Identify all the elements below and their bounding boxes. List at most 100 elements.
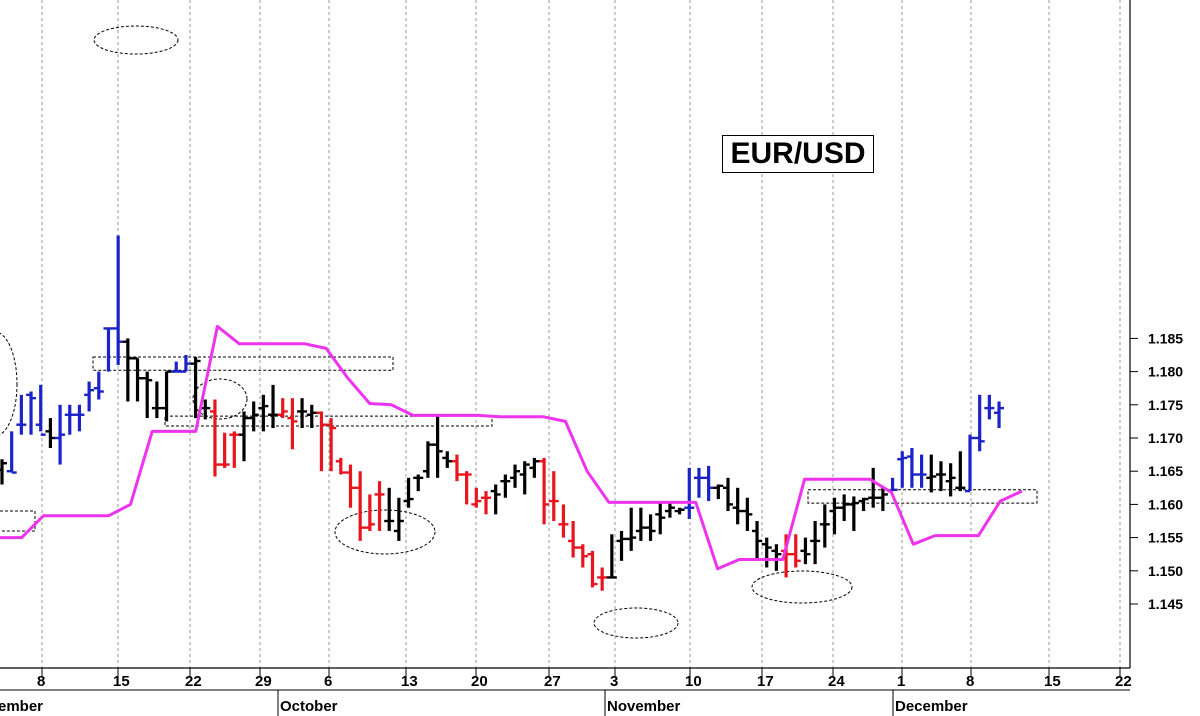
ohlc-bar — [113, 235, 124, 365]
ohlc-bar — [45, 418, 56, 448]
ohlc-bar — [984, 394, 995, 420]
ohlc-bar — [906, 447, 917, 488]
ohlc-bar — [481, 491, 491, 515]
ohlc-bar — [684, 467, 695, 520]
ohlc-bar — [945, 463, 956, 497]
month-label: ember — [0, 698, 43, 715]
ohlc-bar — [500, 474, 511, 498]
ohlc-bar — [597, 567, 608, 591]
chart-annotations — [0, 25, 1038, 639]
ohlc-bar — [74, 404, 85, 432]
ohlc-bar — [64, 404, 75, 435]
ohlc-bar — [229, 431, 240, 468]
x-tick-label: 22 — [185, 673, 202, 690]
x-tick-label: 8 — [966, 673, 974, 690]
ohlc-bar — [55, 404, 66, 465]
ohlc-bar — [674, 507, 685, 515]
ohlc-bar — [403, 477, 414, 508]
x-tick-label: 3 — [610, 673, 618, 690]
ohlc-bar — [519, 461, 530, 495]
ohlc-bar — [16, 394, 27, 435]
ohlc-bar — [219, 432, 230, 468]
ohlc-bar — [287, 398, 298, 450]
x-tick-label: 29 — [255, 673, 272, 690]
annotation-rectangle — [164, 415, 493, 427]
x-tick-label: 13 — [401, 673, 418, 690]
chart-grid — [41, 0, 1121, 668]
x-tick-label: 20 — [471, 673, 488, 690]
ohlc-bar — [577, 544, 588, 568]
ohlc-bar — [277, 398, 288, 419]
ohlc-bar — [461, 471, 472, 505]
month-label: October — [280, 698, 338, 715]
annotation-ellipse — [593, 607, 679, 639]
ohlc-bar — [364, 494, 375, 531]
ohlc-bar — [897, 451, 908, 488]
ohlc-bar — [0, 459, 7, 485]
ohlc-bar — [994, 401, 1005, 429]
ohlc-bar — [752, 521, 763, 561]
ohlc-bar — [693, 467, 704, 498]
ohlc-bar — [616, 530, 627, 561]
ohlc-bar — [848, 496, 859, 531]
ohlc-bar — [635, 507, 646, 541]
ohlc-bar — [645, 514, 656, 541]
x-tick-label: 17 — [757, 673, 774, 690]
ohlc-bar — [790, 534, 801, 568]
ohlc-bar — [335, 457, 346, 475]
ohlc-bar — [916, 454, 927, 488]
ohlc-bar — [151, 381, 162, 419]
ohlc-bar — [810, 521, 821, 565]
chart-title: EUR/USD — [722, 135, 874, 173]
ohlc-bar — [761, 537, 772, 568]
y-tick-label: 1.180 — [1148, 364, 1183, 380]
ohlc-bar — [471, 487, 482, 508]
ohlc-bar — [974, 394, 985, 452]
ohlc-bar — [800, 537, 811, 565]
ohlc-bar — [413, 474, 424, 492]
y-tick-label: 1.155 — [1148, 530, 1183, 546]
ohlc-bar — [432, 414, 443, 478]
month-label: November — [607, 698, 681, 715]
y-tick-label: 1.165 — [1148, 463, 1183, 479]
ohlc-bar — [248, 401, 259, 432]
ohlc-bar — [161, 370, 172, 422]
ohlc-bar — [142, 371, 153, 419]
ohlc-bar — [539, 457, 550, 525]
annotation-ellipse — [751, 570, 853, 604]
ohlc-bar — [587, 550, 598, 588]
y-tick-label: 1.175 — [1148, 397, 1183, 413]
ohlc-bar — [723, 477, 733, 512]
y-tick-label: 1.160 — [1148, 496, 1183, 512]
ohlc-bar — [868, 467, 879, 508]
x-tick-label: 15 — [1044, 673, 1061, 690]
y-tick-label: 1.170 — [1148, 430, 1183, 446]
ohlc-bar — [306, 404, 317, 429]
ohlc-bar — [190, 356, 201, 419]
indicator-line — [0, 324, 1023, 571]
ohlc-bar — [345, 464, 356, 508]
annotation-rectangle — [807, 489, 1038, 504]
ohlc-bar — [877, 487, 888, 512]
ohlc-bar — [742, 497, 753, 531]
ohlc-bar — [510, 464, 521, 488]
ohlc-bar — [935, 461, 946, 492]
ohlc-bar — [829, 497, 840, 535]
ohlc-bar — [393, 497, 404, 541]
ohlc-bar — [713, 484, 724, 500]
annotation-ellipse — [93, 25, 179, 55]
ohlc-bar — [326, 418, 337, 472]
ohlc-bar — [93, 371, 104, 400]
ohlc-bar — [35, 384, 46, 436]
ohlc-bar — [839, 494, 850, 521]
ohlc-bar — [655, 501, 666, 535]
ohlc-bar — [103, 327, 114, 372]
ohlc-bar — [529, 457, 540, 478]
x-tick-label: 22 — [1115, 673, 1132, 690]
ohlc-bar — [268, 384, 279, 429]
ohlc-bar — [132, 357, 143, 402]
ohlc-bar — [819, 504, 830, 548]
ohlc-bar — [568, 521, 579, 558]
x-tick-label: 6 — [324, 673, 332, 690]
